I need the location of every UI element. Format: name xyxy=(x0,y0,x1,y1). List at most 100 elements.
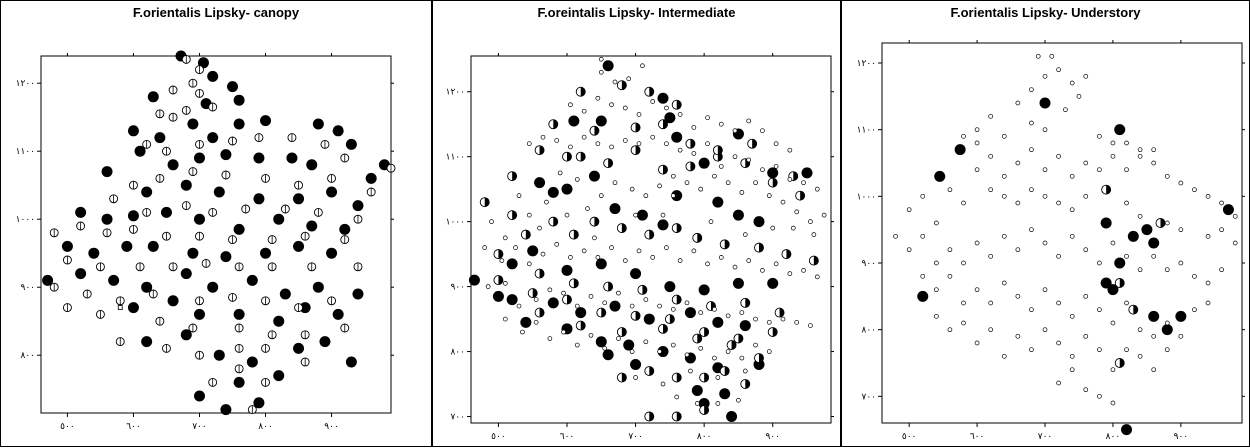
data-point-small xyxy=(1042,73,1048,79)
data-point-half-fill xyxy=(772,327,778,337)
data-point-filled xyxy=(306,220,318,232)
data-point-small xyxy=(766,193,772,199)
data-point-filled xyxy=(141,186,153,198)
data-point-small xyxy=(742,232,748,237)
data-point-small xyxy=(595,141,601,147)
data-point-half-fill xyxy=(498,275,503,285)
data-point-small xyxy=(1151,253,1157,259)
data-point-half-fill xyxy=(697,233,702,243)
data-point-half-fill xyxy=(717,145,723,155)
data-point-small xyxy=(1001,133,1007,139)
data-point-small xyxy=(732,154,738,160)
data-point-small xyxy=(712,173,717,179)
data-point-filled xyxy=(630,359,642,371)
data-point-small xyxy=(1151,147,1157,153)
data-point-small xyxy=(1205,193,1211,199)
series-filled-circle xyxy=(917,97,1234,436)
data-point-small xyxy=(557,170,563,176)
data-point-small xyxy=(1035,53,1041,59)
data-point-small xyxy=(760,268,765,273)
data-point-small xyxy=(502,235,508,241)
data-point-small xyxy=(1124,300,1129,306)
data-point-small xyxy=(626,76,632,82)
data-point-small xyxy=(636,141,642,147)
data-point-small xyxy=(674,394,680,400)
data-point-half-fill xyxy=(573,278,579,288)
data-point-small xyxy=(947,327,953,333)
data-point-small xyxy=(595,95,601,101)
data-point-small xyxy=(1124,347,1129,353)
data-point-filled xyxy=(339,223,351,235)
data-point-small xyxy=(1178,180,1184,186)
data-point-small xyxy=(1029,147,1034,153)
data-point-small xyxy=(1219,200,1224,206)
data-point-filled xyxy=(1100,217,1112,229)
data-point-filled xyxy=(134,145,146,157)
data-point-small xyxy=(1192,307,1197,313)
data-point-filled xyxy=(527,245,539,257)
data-point-filled xyxy=(739,320,751,332)
data-point-filled xyxy=(61,240,73,252)
data-point-small xyxy=(988,327,994,333)
data-point-small xyxy=(736,397,741,403)
data-point-small xyxy=(568,102,573,108)
data-point-filled xyxy=(365,172,377,184)
data-point-filled xyxy=(147,240,159,252)
series-half-filled-circle xyxy=(479,80,819,422)
data-point-small xyxy=(718,255,724,260)
data-point-small xyxy=(988,187,994,193)
data-point-small xyxy=(1205,280,1211,286)
data-point-filled xyxy=(345,356,357,368)
data-point-small xyxy=(1178,227,1184,233)
data-point-half-fill xyxy=(580,87,586,97)
plot-frame xyxy=(881,42,1243,424)
data-point-small xyxy=(961,133,966,139)
data-point-small xyxy=(1178,260,1184,266)
x-tick-label: ٨٠٠ xyxy=(258,422,273,432)
data-point-small xyxy=(650,255,656,260)
data-point-half-fill xyxy=(649,230,654,240)
x-tick-label: ٦٠٠ xyxy=(560,432,575,442)
data-point-half-fill xyxy=(580,152,586,162)
data-point-filled xyxy=(588,170,600,182)
data-point-half-fill xyxy=(601,308,606,318)
data-point-filled xyxy=(753,216,765,228)
data-point-half-fill xyxy=(704,373,709,383)
data-point-half-fill xyxy=(676,373,682,383)
data-point-small xyxy=(766,349,772,354)
data-point-filled xyxy=(345,138,357,150)
data-point-small xyxy=(561,329,566,335)
data-point-small xyxy=(1137,327,1143,333)
data-point-small xyxy=(773,164,779,169)
data-point-small xyxy=(1192,187,1197,193)
data-point-filled xyxy=(220,251,232,263)
data-point-half-fill xyxy=(539,308,545,318)
data-point-small xyxy=(633,212,638,218)
data-point-small xyxy=(1069,233,1075,239)
data-point-half-fill xyxy=(663,165,668,175)
data-point-small xyxy=(629,186,635,192)
data-point-filled xyxy=(75,206,87,218)
series-filled-circle xyxy=(42,50,390,416)
data-point-small xyxy=(1015,333,1021,339)
data-point-small xyxy=(520,329,525,335)
data-point-small xyxy=(622,258,628,263)
data-point-small xyxy=(1029,87,1034,93)
data-point-filled xyxy=(712,196,724,208)
data-point-small xyxy=(794,209,800,215)
data-point-filled xyxy=(227,81,239,93)
data-point-filled xyxy=(207,70,219,82)
data-point-small xyxy=(920,233,926,239)
data-point-small xyxy=(694,401,700,406)
data-point-small xyxy=(1029,347,1034,353)
data-point-small xyxy=(574,177,580,182)
data-point-filled xyxy=(88,247,100,259)
data-point-filled xyxy=(664,112,676,124)
data-point-small xyxy=(650,99,656,104)
data-point-small xyxy=(1069,173,1075,179)
scatter-plot-understory: ٥٠٠ ٦٠٠ ٧٠٠ ٨٠٠ ٩٠٠ ٧٠٠ ٨٠٠ ٩٠٠ ١٠٠٠ ١١٠٠ ١٢٠٠ xyxy=(857,40,1245,442)
data-point-small xyxy=(533,319,539,325)
data-point-filled xyxy=(595,115,607,127)
data-point-filled xyxy=(312,118,324,130)
data-point-filled xyxy=(187,247,199,259)
